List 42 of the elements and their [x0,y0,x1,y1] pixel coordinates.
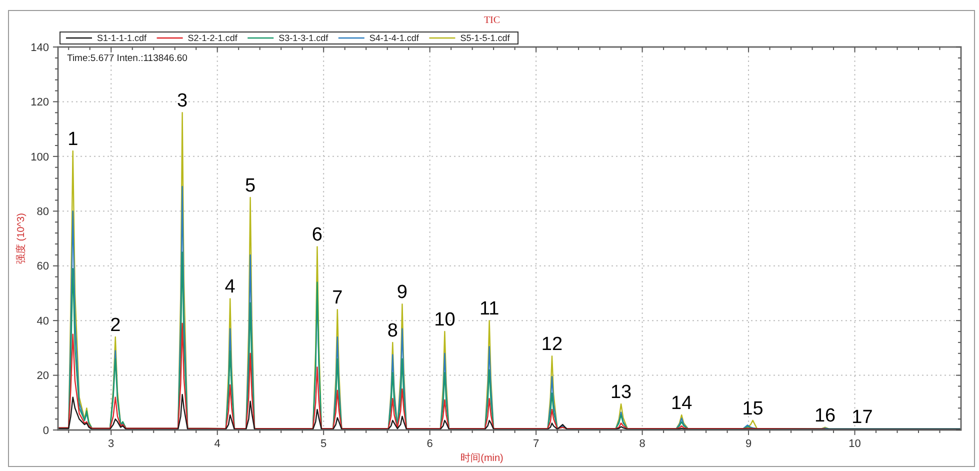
chart-title: TIC [484,15,500,26]
annotation: 11 [479,298,500,320]
annotation: 10 [434,310,456,331]
legend-label: S5-1-5-1.cdf [460,33,510,44]
y-tick-label: 100 [30,151,49,164]
legend-label: S4-1-4-1.cdf [369,33,420,44]
y-tick-label: 20 [36,370,49,382]
annotation: 4 [224,276,236,298]
x-tick-label: 7 [532,438,540,450]
legend-label: S3-1-3-1.cdf [278,33,329,44]
x-tick-label: 6 [426,438,433,450]
y-tick-label: 120 [30,96,49,109]
y-tick-label: 40 [36,315,49,328]
annotation: 7 [332,288,343,309]
y-axis-title: 强度 (10^3) [15,213,27,264]
annotation: 3 [177,90,188,112]
x-tick-label: 10 [848,438,861,450]
annotation: 12 [541,334,563,356]
annotation: 8 [387,320,398,342]
legend-label: S2-1-2-1.cdf [188,33,238,44]
annotation: 5 [244,175,256,196]
x-axis-title: 时间(min) [460,452,504,464]
x-tick-label: 8 [639,438,646,450]
annotation: 2 [110,314,121,336]
annotation: Time:5.677 Inten.:113846.60 [67,53,188,64]
annotation: 13 [610,382,632,404]
y-tick-label: 0 [42,424,49,437]
x-tick-label: 4 [214,438,220,450]
y-tick-label: 60 [36,260,49,273]
x-tick-label: 3 [108,438,114,450]
x-tick-label: 5 [320,438,327,450]
legend-label: S1-1-1-1.cdf [97,33,148,44]
annotation: 9 [396,282,408,304]
annotation: 1 [68,128,78,150]
x-tick-label: 9 [745,438,752,450]
annotation: 6 [312,224,323,246]
y-tick-label: 140 [30,42,49,54]
y-tick-label: 80 [36,206,49,218]
annotation: 16 [814,405,836,426]
annotation: 17 [852,406,873,428]
annotation: 14 [671,392,693,414]
annotation: 15 [742,398,764,420]
